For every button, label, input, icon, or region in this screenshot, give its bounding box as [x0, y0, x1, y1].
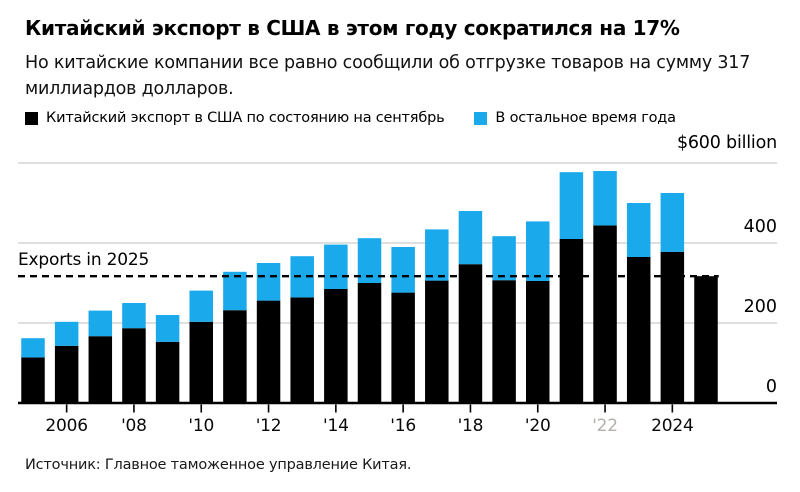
- legend-label-rest-of-year: В остальное время года: [495, 110, 676, 126]
- bar-2017-september: [425, 280, 449, 403]
- bar-2018-rest-of-year: [458, 211, 483, 265]
- bar-2021-september: [559, 239, 584, 403]
- x-tick-label-9: '14: [322, 416, 349, 436]
- bar-2016-september: [391, 292, 415, 403]
- y-tick-label-200: 200: [743, 297, 777, 317]
- bar-2010-september: [189, 321, 213, 403]
- legend-swatch-september-icon: [25, 111, 38, 125]
- chart-subtitle: Но китайские компании все равно сообщили…: [25, 53, 751, 99]
- bar-2020-rest-of-year: [526, 221, 550, 281]
- bar-2007-september: [88, 336, 113, 403]
- bar-2009-september: [155, 341, 180, 403]
- bar-2016-rest-of-year: [391, 247, 415, 293]
- bar-2024-rest-of-year: [660, 193, 685, 252]
- bar-2019-september: [492, 280, 516, 403]
- x-tick-label-13: '18: [457, 416, 484, 436]
- bar-2005-rest-of-year: [21, 338, 45, 358]
- bar-2012-september: [256, 300, 281, 403]
- y-tick-label-0: 0: [765, 377, 777, 397]
- bar-2010-rest-of-year: [189, 290, 213, 322]
- bar-2019-rest-of-year: [492, 236, 516, 281]
- x-tick-label-11: '16: [390, 416, 416, 436]
- reference-line-label: Exports in 2025: [18, 250, 150, 270]
- bar-2015-rest-of-year: [357, 238, 382, 283]
- x-tick-label-15: '20: [524, 416, 551, 436]
- x-tick-label-3: '08: [121, 416, 147, 436]
- bar-2007-rest-of-year: [88, 310, 113, 337]
- bar-2015-september: [357, 283, 382, 403]
- bar-2005-september: [21, 357, 45, 403]
- bar-2014-rest-of-year: [324, 244, 348, 289]
- chart-title: Китайский экспорт в США в этом году сокр…: [25, 16, 680, 40]
- bar-2014-september: [324, 289, 348, 403]
- x-tick-label-1: 2006: [45, 416, 88, 436]
- x-tick-label-7: '12: [255, 416, 282, 436]
- bar-2011-rest-of-year: [223, 271, 247, 311]
- bar-2013-rest-of-year: [290, 256, 314, 298]
- bar-2023-september: [626, 257, 651, 403]
- y-tick-label-400: 400: [743, 217, 777, 237]
- bar-2008-september: [122, 328, 146, 403]
- source-note: Источник: Главное таможенное управление …: [25, 457, 412, 473]
- bar-2011-september: [223, 310, 247, 403]
- y-axis-unit-label: $600 billion: [676, 133, 777, 153]
- legend-label-september: Китайский экспорт в США по состоянию на …: [46, 110, 445, 126]
- bar-2009-rest-of-year: [155, 315, 180, 342]
- bar-2022-rest-of-year: [593, 171, 617, 226]
- bar-2018-september: [458, 264, 483, 403]
- x-tick-label-17: '22: [592, 416, 618, 436]
- x-tick-label-19: 2024: [651, 416, 694, 436]
- bar-2024-september: [660, 251, 685, 403]
- legend-swatch-rest-of-year-icon: [474, 111, 488, 125]
- bar-2006-rest-of-year: [54, 321, 79, 346]
- x-tick-label-5: '10: [188, 416, 215, 436]
- bar-2006-september: [54, 345, 79, 403]
- bar-2020-september: [526, 281, 550, 403]
- bar-2013-september: [290, 297, 314, 403]
- bar-2008-rest-of-year: [122, 303, 146, 329]
- bar-2012-rest-of-year: [256, 263, 281, 301]
- bar-2021-rest-of-year: [559, 172, 584, 239]
- bar-2022-september: [593, 225, 617, 403]
- chart-legend: Китайский экспорт в США по состоянию на …: [25, 110, 795, 126]
- bar-2023-rest-of-year: [626, 203, 651, 257]
- bar-2025-september: [694, 276, 718, 403]
- bar-2017-rest-of-year: [425, 229, 449, 281]
